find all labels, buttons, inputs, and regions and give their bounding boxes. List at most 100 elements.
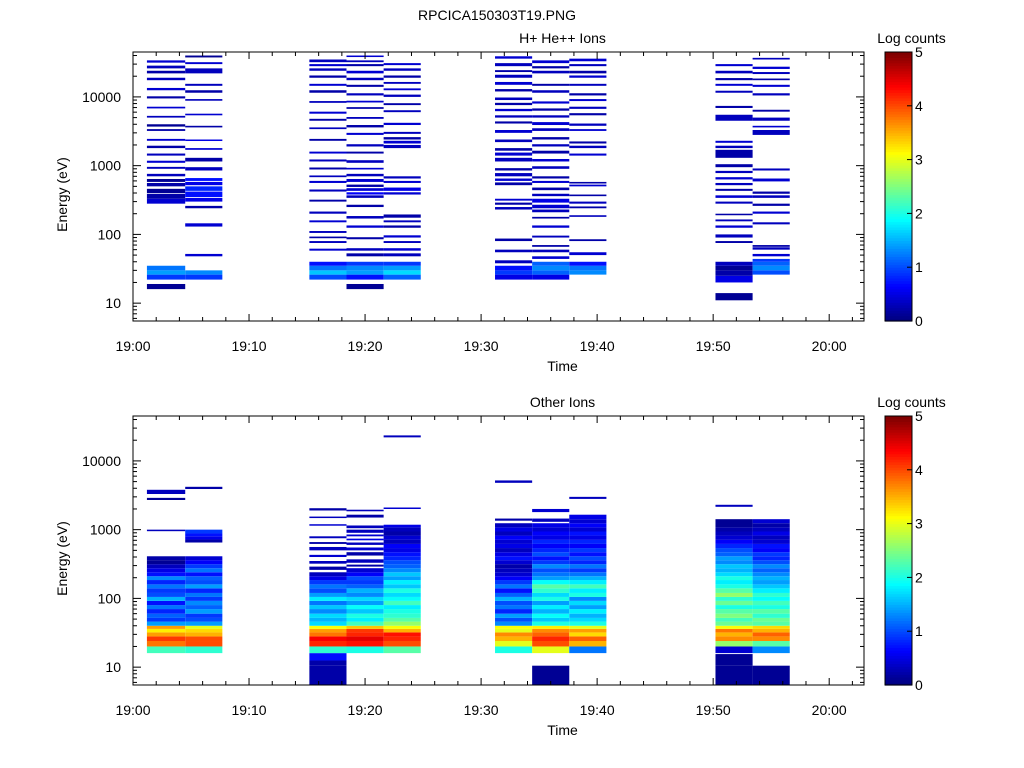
spectrogram-cell [569,64,607,67]
spectrogram-cell [309,628,347,633]
spectrogram-cell [346,632,384,637]
colorbar-segment [885,162,912,166]
spectrogram-cell [383,600,421,606]
spectrogram-cell [569,261,607,266]
colorbar-segment [885,81,912,85]
spectrogram-cell [383,253,421,257]
spectrogram-cell [495,605,533,610]
colorbar-tick-label: 1 [915,259,923,275]
spectrogram-cell [715,182,753,186]
colorbar-segment [885,590,912,595]
spectrogram-cell [146,605,186,610]
spectrogram-cell [715,90,753,93]
colorbar-segment [885,429,912,433]
spectrogram-cell [532,128,570,131]
spectrogram-cell [715,628,753,633]
spectrogram-cell [532,508,570,513]
spectrogram-cell [569,543,607,549]
colorbar-segment [885,496,912,500]
x-tick-label: 19:50 [696,338,731,354]
spectrogram-cell [715,275,753,283]
colorbar-segment [885,650,912,654]
spectrogram-cell [309,653,347,661]
spectrogram-cell [383,621,421,626]
spectrogram-cell [146,560,186,565]
spectrogram-cell [346,204,384,208]
colorbar-segment [885,283,912,287]
spectrogram-cell [752,564,790,569]
x-tick-label: 19:20 [348,338,383,354]
colorbar-segment [885,647,912,651]
spectrogram-cell [309,516,347,519]
spectrogram-cell [383,564,421,569]
spectrogram-cell [752,628,790,633]
spectrogram-cell [569,609,607,614]
spectrogram-cell [346,525,384,529]
spectrogram-cell [383,535,421,540]
spectrogram-cell [752,552,790,557]
spectrogram-cell [715,527,753,532]
spectrogram-cell [383,527,421,532]
colorbar-segment [885,148,912,153]
spectrogram-cell [383,81,421,84]
spectrogram-cell [185,529,223,534]
spectrogram-cell [346,283,384,290]
spectrogram-cell [383,625,421,629]
spectrogram-cell [752,592,790,597]
spectrogram-cell [715,234,753,238]
spectrogram-cell [346,576,384,581]
spectrogram-cell [495,621,533,626]
spectrogram-cell [146,584,186,589]
spectrogram-cell [752,548,790,553]
spectrogram-cell [185,253,223,257]
spectrogram-cell [346,265,384,271]
spectrogram-cell [146,198,186,204]
spectrogram-cell [383,270,421,275]
x-tick-label: 20:00 [812,338,847,354]
colorbar-segment [885,426,912,431]
colorbar-segment [885,459,912,463]
spectrogram-cell [146,60,186,63]
spectrogram-cell [383,609,421,614]
spectrogram-cell [383,636,421,642]
colorbar-segment [885,545,912,549]
spectrogram-cell [146,613,186,618]
spectrogram-cell [185,584,223,589]
spectrogram-cell [569,141,607,144]
colorbar-segment [885,221,912,225]
y-tick-label: 10000 [82,453,121,469]
spectrogram-cell [752,270,790,275]
spectrogram-cell [532,101,570,104]
spectrogram-cell [752,247,790,250]
spectrogram-cell [346,641,384,647]
spectrogram-cell [346,125,384,128]
spectrogram-cell [532,60,570,64]
spectrogram-cell [752,72,790,75]
spectrogram-cell [715,114,753,121]
spectrogram-cell [383,94,421,97]
spectrogram-cell [715,632,753,637]
spectrogram-cell [346,237,384,240]
colorbar-segment [885,553,912,557]
spectrogram-cell [383,68,421,71]
spectrogram-cell [532,70,570,74]
spectrogram-cell [569,265,607,271]
spectrogram-cell [146,188,186,194]
colorbar-segment [885,504,912,509]
colorbar-segment [885,52,912,56]
spectrogram-cell [146,609,186,614]
spectrogram-cell [569,621,607,626]
spectrogram-cell [383,524,421,528]
spectrogram-cell [569,592,607,597]
colorbar-segment [885,294,912,298]
colorbar-segment [885,299,912,303]
spectrogram-cell [495,274,533,280]
spectrogram-cell [309,542,347,544]
spectrogram-cell [495,260,533,264]
spectrogram-cell [569,252,607,256]
spectrogram-cell [532,531,570,536]
spectrogram-cell [495,539,533,544]
spectrogram-cell [346,253,384,257]
colorbar-segment [885,507,912,511]
colorbar-tick-label: 3 [915,152,923,168]
